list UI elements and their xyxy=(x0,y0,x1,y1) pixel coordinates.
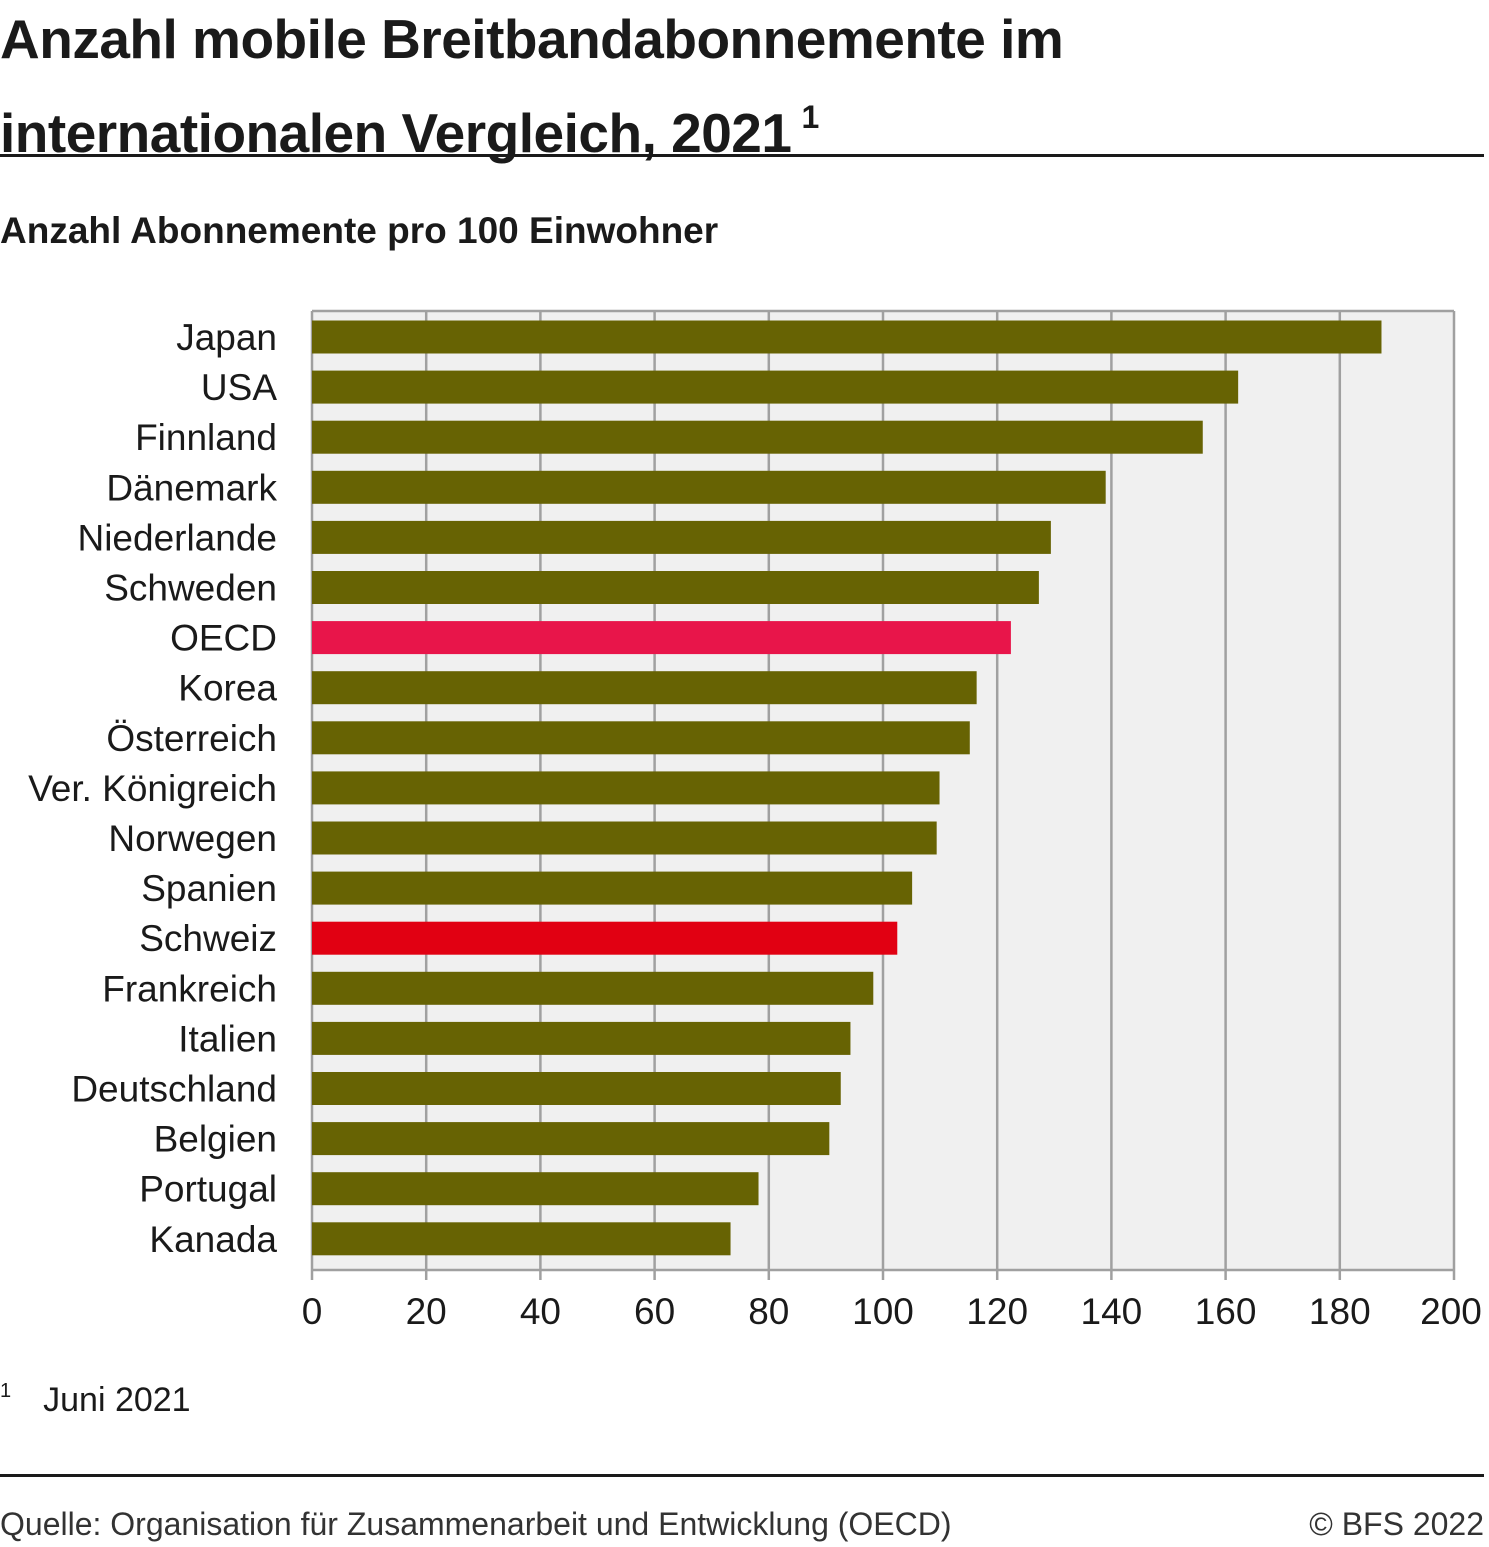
category-label: Portugal xyxy=(139,1169,277,1210)
bar-dänemark xyxy=(312,470,1106,504)
copyright-text: © BFS 2022 xyxy=(1309,1506,1484,1542)
category-label: Deutschland xyxy=(71,1069,277,1110)
x-tick-label: 20 xyxy=(406,1291,447,1332)
category-label: Belgien xyxy=(154,1119,277,1160)
category-label: Finnland xyxy=(135,417,277,458)
category-label: Österreich xyxy=(106,718,277,759)
bar-österreich xyxy=(312,721,970,755)
chart-title-text: Anzahl mobile Breitbandabonnemente im in… xyxy=(0,8,1064,164)
bar-korea xyxy=(312,671,977,705)
category-label: Niederlande xyxy=(77,517,277,558)
bar-kanada xyxy=(312,1222,731,1256)
bar-niederlande xyxy=(312,520,1051,554)
bar-italien xyxy=(312,1021,851,1055)
bar-oecd xyxy=(312,621,1011,655)
category-label: Schweden xyxy=(104,568,277,609)
category-label: Frankreich xyxy=(102,968,277,1009)
bar-belgien xyxy=(312,1122,830,1156)
bar-frankreich xyxy=(312,971,874,1005)
footnote-text: Juni 2021 xyxy=(43,1381,191,1419)
x-tick-label: 0 xyxy=(302,1291,323,1332)
x-tick-label: 60 xyxy=(634,1291,675,1332)
category-label: Schweiz xyxy=(139,918,277,959)
x-tick-label: 180 xyxy=(1309,1291,1371,1332)
x-tick-label: 160 xyxy=(1195,1291,1257,1332)
category-label: Korea xyxy=(178,668,277,709)
bar-japan xyxy=(312,320,1382,354)
category-label: Japan xyxy=(176,317,277,358)
footer-divider xyxy=(0,1474,1484,1477)
category-label: Norwegen xyxy=(108,818,277,859)
bar-chart: Japan USA Finnland Dänemark Niederlande Schwe… xyxy=(28,309,1482,1332)
bar-deutschland xyxy=(312,1072,841,1105)
x-tick-label: 200 xyxy=(1420,1291,1482,1332)
title-divider xyxy=(0,154,1484,157)
category-label: OECD xyxy=(170,618,277,659)
bar-norwegen xyxy=(312,821,937,855)
bar-schweiz xyxy=(312,921,898,955)
x-tick-label: 40 xyxy=(520,1291,561,1332)
bar-portugal xyxy=(312,1172,759,1206)
category-label: Dänemark xyxy=(106,467,277,508)
category-label: Kanada xyxy=(149,1219,277,1260)
title-footnote-mark: 1 xyxy=(801,99,819,135)
x-tick-label: 80 xyxy=(748,1291,789,1332)
bar-usa xyxy=(312,370,1239,404)
category-label: Italien xyxy=(178,1018,277,1059)
bar-schweden xyxy=(312,571,1039,604)
bar-spanien xyxy=(312,871,913,905)
x-tick-label: 100 xyxy=(852,1291,914,1332)
bar-ver-königreich xyxy=(312,771,940,805)
category-label: Ver. Königreich xyxy=(28,768,277,809)
source-text: Quelle: Organisation für Zusammenarbeit … xyxy=(0,1506,952,1542)
bar-finnland xyxy=(312,420,1203,454)
footnote: 1 Juni 2021 xyxy=(0,1380,191,1420)
footnote-mark: 1 xyxy=(0,1380,12,1402)
chart-subtitle: Anzahl Abonnemente pro 100 Einwohner xyxy=(0,210,719,251)
x-tick-label: 140 xyxy=(1081,1291,1143,1332)
category-label: Spanien xyxy=(141,868,277,909)
category-label: USA xyxy=(201,367,277,408)
x-tick-label: 120 xyxy=(966,1291,1028,1332)
chart-title: Anzahl mobile Breitbandabonnemente im in… xyxy=(0,0,1200,172)
